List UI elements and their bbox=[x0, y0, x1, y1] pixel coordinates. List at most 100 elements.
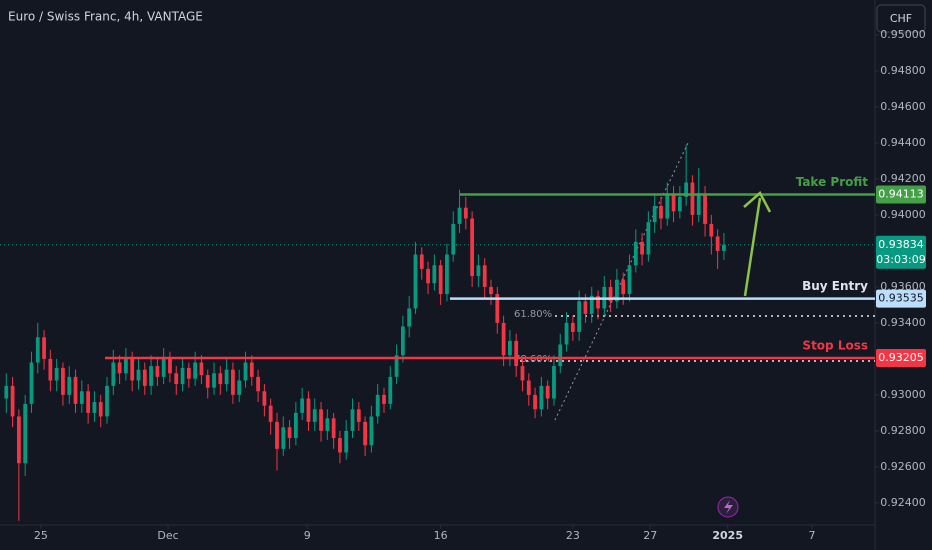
candle-body bbox=[633, 241, 638, 266]
y-tick-label: 0.95000 bbox=[880, 28, 926, 41]
fib-trend-line bbox=[554, 142, 689, 421]
y-tick-label: 0.92600 bbox=[880, 460, 926, 473]
fib-label: 61.80% bbox=[514, 309, 552, 320]
candle-body bbox=[231, 369, 235, 395]
candle-body bbox=[457, 207, 462, 224]
candle-body bbox=[375, 394, 380, 417]
candle-body bbox=[199, 362, 204, 376]
candle-body bbox=[627, 265, 632, 295]
target-arrow bbox=[743, 191, 772, 297]
x-tick-label: 9 bbox=[304, 529, 311, 542]
candle-body bbox=[130, 358, 135, 381]
x-tick-label: 2025 bbox=[712, 529, 743, 542]
candle-body bbox=[287, 427, 292, 439]
candle-body bbox=[300, 398, 305, 413]
candle-body bbox=[363, 421, 367, 446]
candle-body bbox=[690, 182, 695, 215]
candle-body bbox=[325, 418, 330, 431]
candle-body bbox=[558, 344, 563, 367]
candle-body bbox=[142, 369, 147, 386]
x-tick-label: 7 bbox=[809, 529, 816, 542]
candle-body bbox=[552, 366, 556, 399]
candle-body bbox=[501, 322, 506, 356]
candle-body bbox=[715, 236, 720, 251]
level-label: Stop Loss bbox=[802, 338, 868, 352]
candle-body bbox=[249, 362, 254, 377]
candle-body bbox=[722, 244, 726, 251]
candle-body bbox=[356, 409, 361, 422]
candle-body bbox=[419, 254, 424, 269]
y-tick-label: 0.93000 bbox=[880, 388, 926, 401]
candle-body bbox=[275, 421, 279, 449]
candle-body bbox=[640, 241, 644, 255]
candle-body bbox=[696, 193, 701, 215]
candle-body bbox=[646, 222, 651, 255]
level-price-box bbox=[876, 185, 926, 204]
candle-body bbox=[652, 205, 657, 223]
candle-body bbox=[394, 355, 399, 377]
candle-body bbox=[451, 223, 456, 255]
candle-body bbox=[671, 193, 676, 212]
candle-body bbox=[413, 254, 418, 309]
candle-body bbox=[174, 373, 179, 385]
chart-title: Euro / Swiss Franc, 4h, VANTAGE bbox=[8, 10, 203, 24]
level-price: 0.93205 bbox=[878, 351, 924, 364]
level-price: 0.94113 bbox=[878, 188, 924, 201]
lightning bbox=[724, 500, 733, 514]
candle-body bbox=[79, 391, 84, 404]
currency-button[interactable] bbox=[876, 4, 926, 33]
candle-body bbox=[73, 376, 78, 404]
candle-body bbox=[136, 369, 141, 381]
candle-body bbox=[155, 366, 160, 377]
x-tick-label: 16 bbox=[434, 529, 448, 542]
candle-body bbox=[212, 373, 216, 388]
candle-body bbox=[312, 409, 317, 422]
candle-body bbox=[344, 430, 349, 453]
candle-body bbox=[684, 182, 689, 197]
candle-body bbox=[186, 367, 191, 379]
candle-body bbox=[470, 218, 475, 277]
candle-body bbox=[621, 279, 626, 295]
candle-body bbox=[86, 391, 91, 413]
candle-body bbox=[476, 265, 481, 277]
currency-label: CHF bbox=[890, 12, 912, 25]
candle-body bbox=[426, 268, 430, 284]
candle-body bbox=[98, 402, 103, 417]
x-tick-label: 27 bbox=[643, 529, 657, 542]
candle-body bbox=[589, 295, 594, 314]
candle-body bbox=[237, 380, 242, 395]
level-label: Take Profit bbox=[796, 175, 869, 189]
candle-body bbox=[205, 375, 210, 388]
y-tick-label: 0.94400 bbox=[880, 136, 926, 149]
candle-body bbox=[369, 416, 374, 446]
candle-body bbox=[482, 265, 487, 287]
level-price-box bbox=[876, 348, 926, 367]
candle-body bbox=[168, 358, 172, 374]
candle-body bbox=[111, 362, 116, 386]
candle-body bbox=[4, 385, 9, 399]
y-tick-label: 0.94600 bbox=[880, 100, 926, 113]
candle-body bbox=[608, 286, 613, 302]
last-price-label: 0.93834 bbox=[878, 238, 924, 251]
candle-body bbox=[677, 196, 682, 212]
candle-body bbox=[583, 301, 588, 314]
level-price: 0.93535 bbox=[878, 292, 924, 305]
candle-body bbox=[61, 367, 65, 395]
candle-body bbox=[193, 362, 198, 379]
candle-body bbox=[92, 402, 97, 413]
candle-body bbox=[256, 376, 260, 392]
candle-body bbox=[564, 322, 569, 345]
last-price-box bbox=[876, 235, 926, 269]
y-tick-label: 0.92800 bbox=[880, 424, 926, 437]
candle-body bbox=[16, 416, 21, 464]
candle-body bbox=[180, 367, 185, 385]
x-tick-label: 25 bbox=[34, 529, 48, 542]
x-tick-label: Dec bbox=[157, 529, 178, 542]
candle-body bbox=[432, 265, 437, 284]
candle-body bbox=[293, 412, 298, 439]
candle-body bbox=[29, 362, 34, 404]
candle-body bbox=[520, 366, 525, 381]
candle-body bbox=[350, 409, 355, 431]
